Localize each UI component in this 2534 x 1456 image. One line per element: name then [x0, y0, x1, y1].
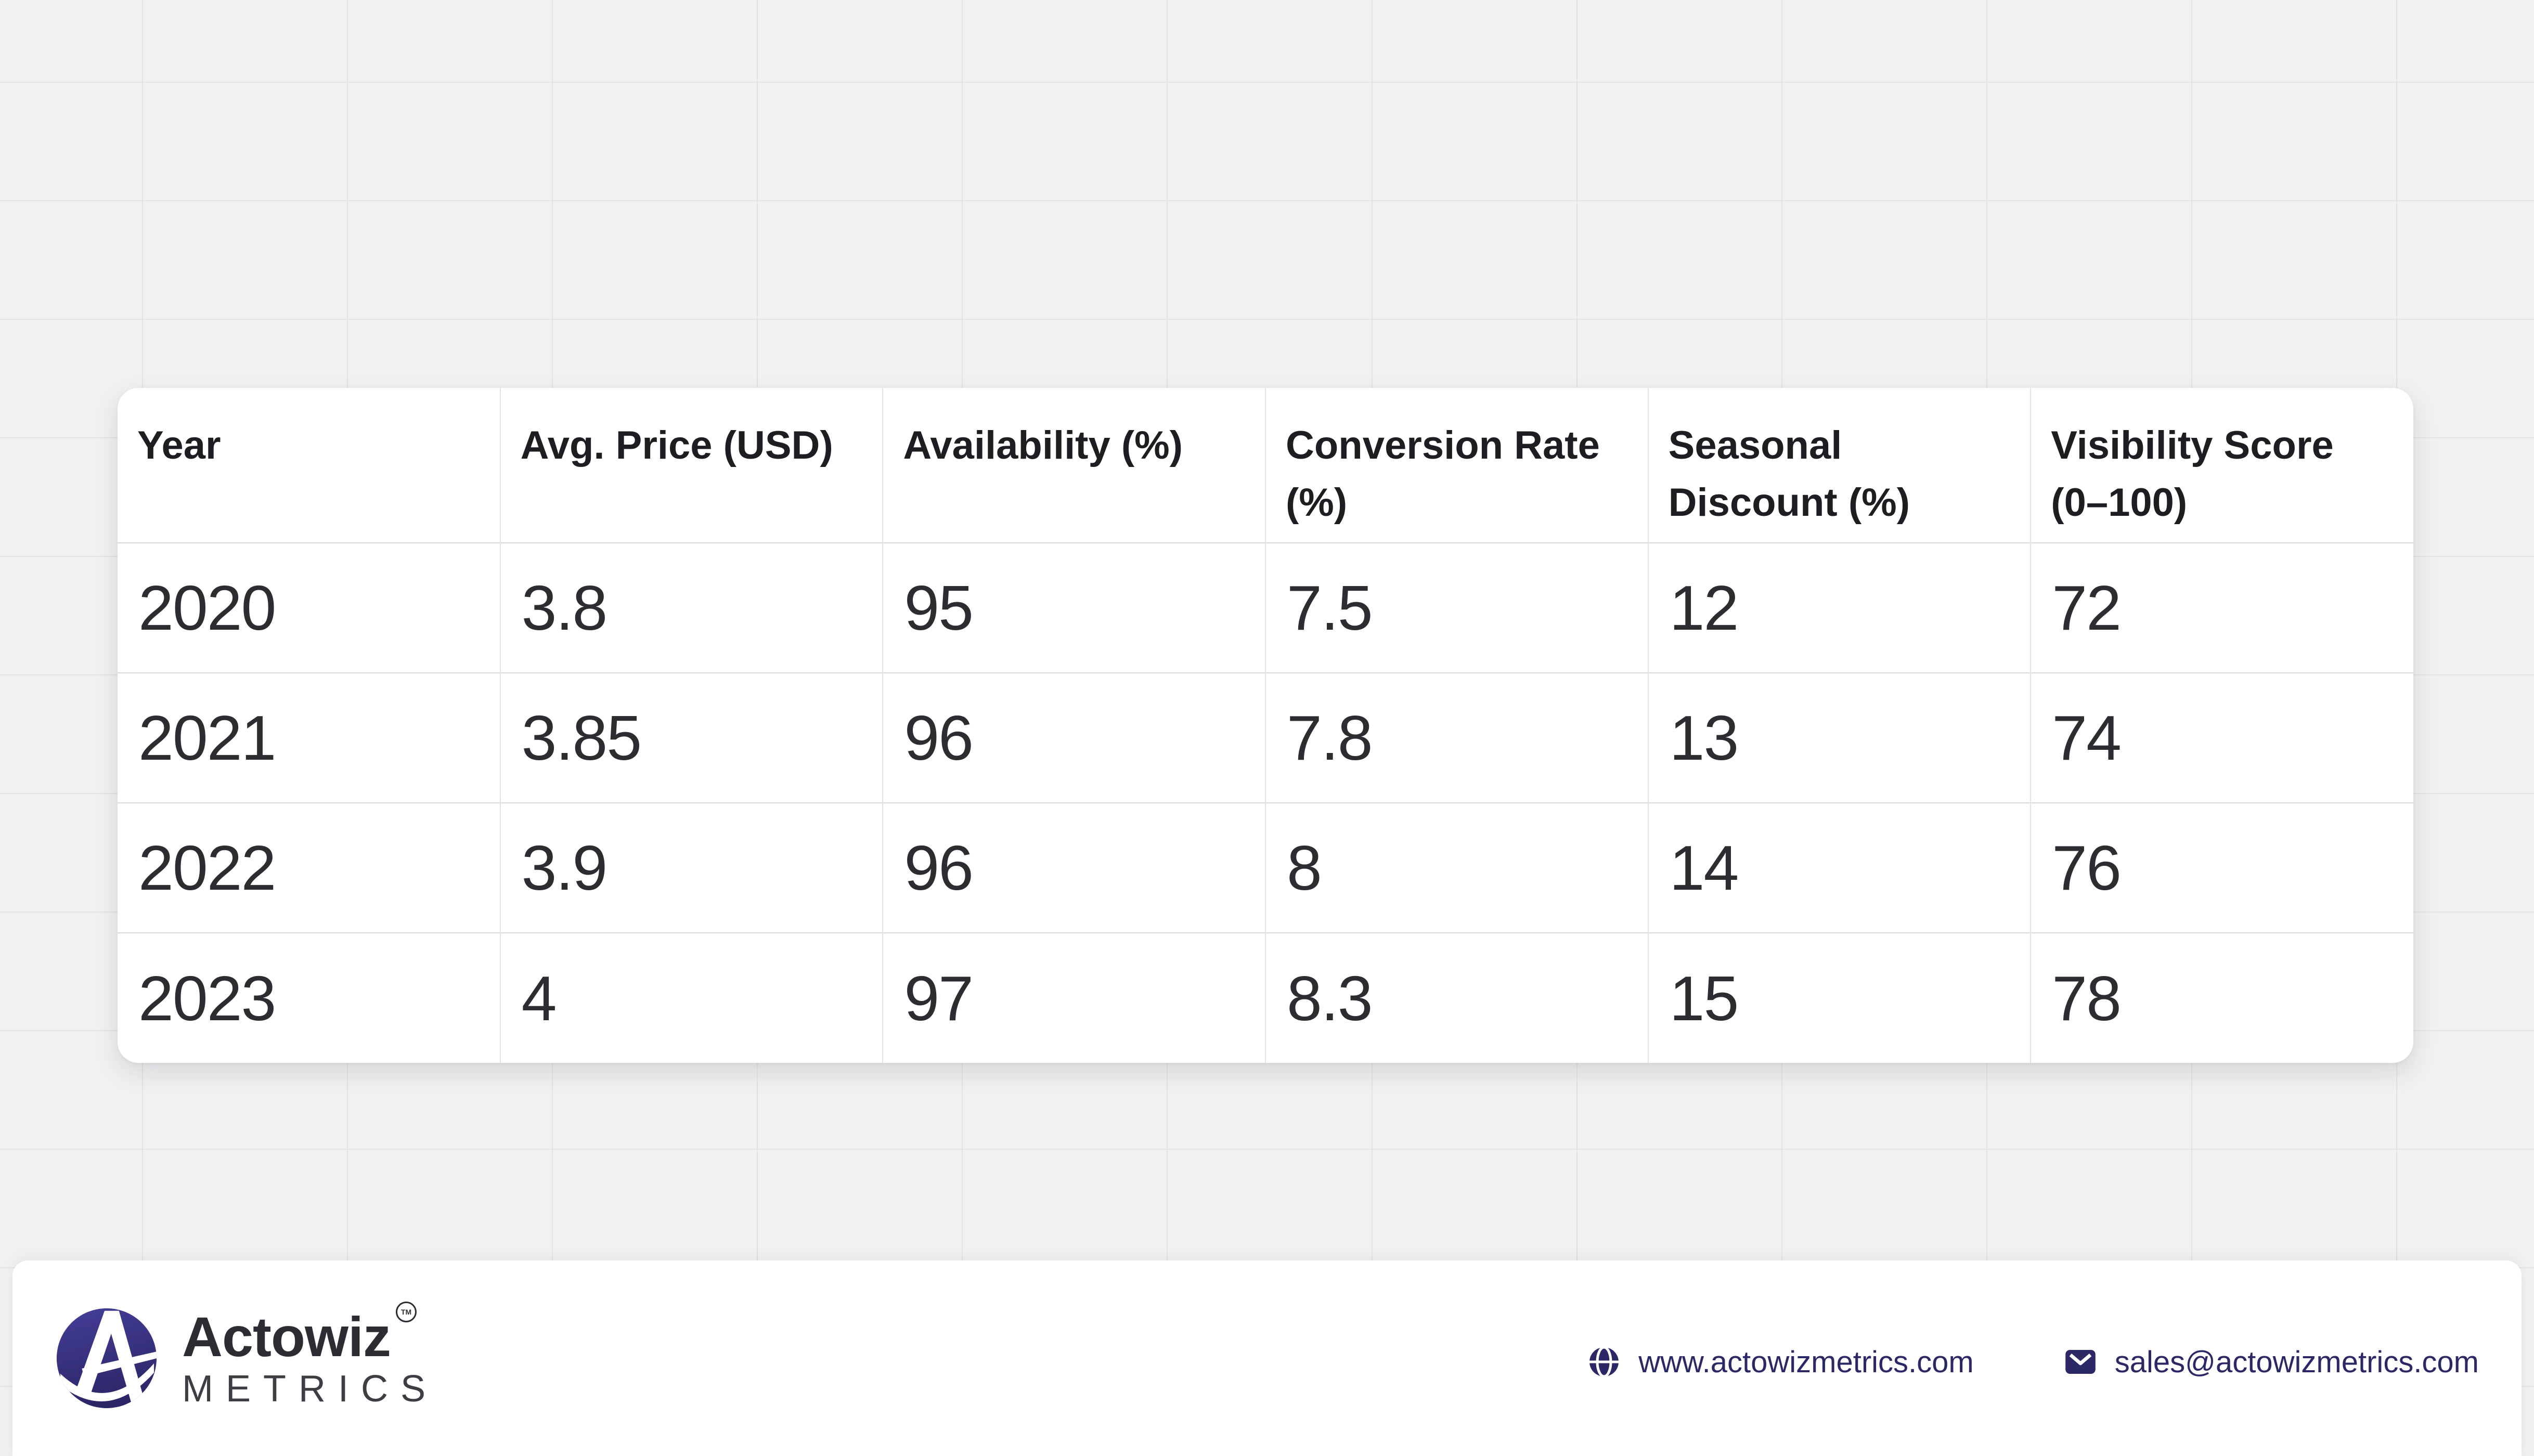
- table-row-2022: 2022 3.9 96 8 14 76: [118, 802, 2413, 933]
- cell-availability: 96: [883, 672, 1266, 803]
- brand-name: Actowiz: [182, 1305, 391, 1368]
- table-header-row: Year Avg. Price (USD) Availability (%) C…: [118, 388, 2413, 543]
- trademark-icon: TM: [396, 1302, 417, 1322]
- cell-avg-price: 3.9: [500, 802, 884, 933]
- cell-visibility-score: 74: [2031, 672, 2413, 803]
- brand-logo-group: Actowiz TM METRICS: [55, 1302, 438, 1410]
- cell-seasonal-discount: 14: [1648, 802, 2032, 933]
- table-row-2020: 2020 3.8 95 7.5 12 72: [118, 542, 2413, 673]
- cell-avg-price: 3.85: [500, 672, 884, 803]
- cell-year: 2021: [118, 672, 501, 803]
- header-year: Year: [118, 388, 501, 543]
- cell-conversion-rate: 8.3: [1265, 932, 1649, 1063]
- website-url[interactable]: www.actowizmetrics.com: [1638, 1345, 1974, 1379]
- header-seasonal-discount: Seasonal Discount (%): [1648, 388, 2032, 543]
- header-availability: Availability (%): [883, 388, 1266, 543]
- header-conversion-rate: Conversion Rate (%): [1265, 388, 1649, 543]
- header-visibility-score: Visibility Score (0–100): [2051, 423, 2334, 525]
- table-row-2021: 2021 3.85 96 7.8 13 74: [118, 672, 2413, 803]
- metrics-table: Year Avg. Price (USD) Availability (%) C…: [118, 388, 2413, 1063]
- cell-visibility-score: 76: [2031, 802, 2413, 933]
- metrics-table-card: Year Avg. Price (USD) Availability (%) C…: [118, 388, 2413, 1063]
- website-link[interactable]: www.actowizmetrics.com: [1588, 1345, 1974, 1380]
- header-avg-price: Avg. Price (USD): [500, 388, 884, 543]
- brand-subtitle: METRICS: [182, 1368, 438, 1410]
- cell-conversion-rate: 7.5: [1265, 542, 1649, 673]
- cell-seasonal-discount: 12: [1648, 542, 2032, 673]
- cell-availability: 97: [883, 932, 1266, 1063]
- table-row-2023: 2023 4 97 8.3 15 78: [118, 932, 2413, 1063]
- cell-avg-price: 3.8: [500, 542, 884, 673]
- cell-year: 2022: [118, 802, 501, 933]
- cell-avg-price: 4: [500, 932, 884, 1063]
- mail-icon: [2065, 1349, 2096, 1374]
- footer-contacts: www.actowizmetrics.com sales@actowizmetr…: [1588, 1345, 2479, 1380]
- cell-seasonal-discount: 13: [1648, 672, 2032, 803]
- email-address[interactable]: sales@actowizmetrics.com: [2114, 1345, 2479, 1379]
- cell-conversion-rate: 8: [1265, 802, 1649, 933]
- cell-conversion-rate: 7.8: [1265, 672, 1649, 803]
- cell-seasonal-discount: 15: [1648, 932, 2032, 1063]
- cell-visibility-score: 78: [2031, 932, 2413, 1063]
- brand-text-block: Actowiz TM METRICS: [182, 1302, 438, 1410]
- cell-availability: 95: [883, 542, 1266, 673]
- cell-visibility-score: 72: [2031, 542, 2413, 673]
- cell-year: 2023: [118, 932, 501, 1063]
- email-link[interactable]: sales@actowizmetrics.com: [2065, 1345, 2479, 1380]
- footer-bar: Actowiz TM METRICS www.actowizmetrics.co…: [12, 1260, 2522, 1456]
- cell-availability: 96: [883, 802, 1266, 933]
- globe-icon: [1589, 1346, 1620, 1377]
- cell-year: 2020: [118, 542, 501, 673]
- actowiz-logo-icon: [56, 1308, 157, 1409]
